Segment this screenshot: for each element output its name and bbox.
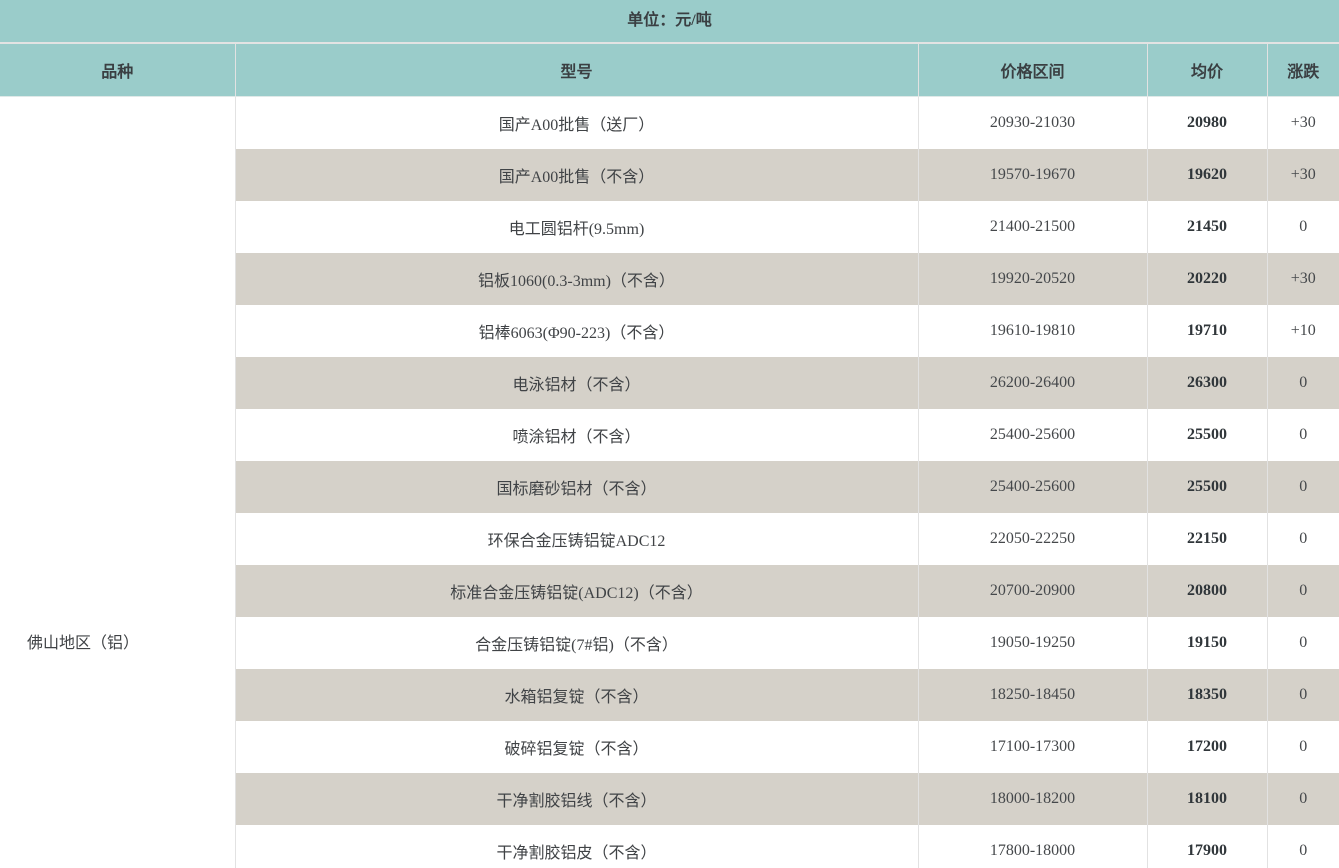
change-cell: 0	[1299, 426, 1308, 443]
model-cell: 干净割胶铝线（不含）	[235, 773, 919, 825]
model-cell: 国产A00批售（不含）	[235, 149, 919, 201]
range-cell: 22050-22250	[918, 513, 1148, 565]
avg-cell: 25500	[1147, 409, 1268, 461]
model-cell: 水箱铝复锭（不含）	[235, 669, 919, 721]
change-cell: 0	[1299, 738, 1308, 755]
table-row: 喷涂铝材（不含） 25400-25600 25500 0	[0, 409, 1339, 461]
change-cell: +30	[1290, 114, 1316, 131]
range-cell: 25400-25600	[918, 409, 1148, 461]
model-cell: 环保合金压铸铝锭ADC12	[235, 513, 919, 565]
header-row: 品种 型号 价格区间 均价 涨跌	[0, 44, 1339, 97]
table-row: 环保合金压铸铝锭ADC12 22050-22250 22150 0	[0, 513, 1339, 565]
table-row: 电工圆铝杆(9.5mm) 21400-21500 21450 0	[0, 201, 1339, 253]
model-cell: 电泳铝材（不含）	[235, 357, 919, 409]
range-cell: 19050-19250	[918, 617, 1148, 669]
table-row: 铝板1060(0.3-3mm)（不含） 19920-20520 20220 +30	[0, 253, 1339, 305]
variety-cell: 佛山地区（铝）	[0, 96, 236, 868]
range-cell: 19610-19810	[918, 305, 1148, 357]
col-header-model: 型号	[235, 44, 919, 97]
avg-cell: 17900	[1147, 825, 1268, 868]
table-row: 干净割胶铝皮（不含） 17800-18000 17900 0	[0, 825, 1339, 868]
model-cell: 破碎铝复锭（不含）	[235, 721, 919, 773]
change-cell: 0	[1267, 669, 1339, 721]
change-cell: 0	[1299, 634, 1308, 651]
change-cell: +10	[1290, 322, 1316, 339]
range-cell: 25400-25600	[918, 461, 1148, 513]
col-header-avg: 均价	[1147, 44, 1268, 97]
avg-cell: 26300	[1147, 357, 1268, 409]
avg-cell: 19710	[1147, 305, 1268, 357]
range-cell: 21400-21500	[918, 201, 1148, 253]
table-body: 佛山地区（铝） 国产A00批售（送厂） 20930-21030 20980 +30 国产A…	[0, 96, 1339, 868]
table-row: 佛山地区（铝） 国产A00批售（送厂） 20930-21030 20980 +30	[0, 96, 1339, 868]
variety-label: 佛山地区（铝）	[27, 635, 140, 652]
model-cell: 铝棒6063(Φ90-223)（不含）	[235, 305, 919, 357]
unit-bar: 单位：元/吨	[0, 0, 1339, 44]
unit-label: 单位：元/吨	[627, 12, 712, 29]
range-cell: 18000-18200	[918, 773, 1148, 825]
range-cell: 20700-20900	[918, 565, 1148, 617]
avg-cell: 18100	[1147, 773, 1268, 825]
change-cell: 0	[1267, 565, 1339, 617]
range-cell: 18250-18450	[918, 669, 1148, 721]
avg-cell: 25500	[1147, 461, 1268, 513]
avg-cell: 18350	[1147, 669, 1268, 721]
range-cell: 19570-19670	[918, 149, 1148, 201]
change-cell: +30	[1267, 253, 1339, 305]
range-cell: 17800-18000	[918, 825, 1148, 868]
range-cell: 20930-21030	[918, 96, 1148, 149]
model-cell: 国产A00批售（送厂）	[235, 96, 919, 149]
model-cell: 合金压铸铝锭(7#铝)（不含）	[235, 617, 919, 669]
range-cell: 19920-20520	[918, 253, 1148, 305]
table-row: 电泳铝材（不含） 26200-26400 26300 0	[0, 357, 1339, 409]
change-cell: 0	[1299, 842, 1308, 859]
change-cell: 0	[1299, 218, 1308, 235]
model-cell: 标准合金压铸铝锭(ADC12)（不含）	[235, 565, 919, 617]
range-cell: 17100-17300	[918, 721, 1148, 773]
table-row: 合金压铸铝锭(7#铝)（不含） 19050-19250 19150 0	[0, 617, 1339, 669]
avg-cell: 20220	[1147, 253, 1268, 305]
change-cell: 0	[1299, 530, 1308, 547]
table-row: 干净割胶铝线（不含） 18000-18200 18100 0	[0, 773, 1339, 825]
table-header: 品种 型号 价格区间 均价 涨跌	[0, 44, 1339, 97]
avg-cell: 20800	[1147, 565, 1268, 617]
model-cell: 干净割胶铝皮（不含）	[235, 825, 919, 868]
change-cell: 0	[1267, 773, 1339, 825]
avg-cell: 19620	[1147, 149, 1268, 201]
table-row: 国标磨砂铝材（不含） 25400-25600 25500 0	[0, 461, 1339, 513]
model-cell: 铝板1060(0.3-3mm)（不含）	[235, 253, 919, 305]
col-header-change: 涨跌	[1267, 44, 1339, 97]
table-row: 标准合金压铸铝锭(ADC12)（不含） 20700-20900 20800 0	[0, 565, 1339, 617]
model-cell: 电工圆铝杆(9.5mm)	[235, 201, 919, 253]
table-row: 铝棒6063(Φ90-223)（不含） 19610-19810 19710 +10	[0, 305, 1339, 357]
avg-cell: 22150	[1147, 513, 1268, 565]
change-cell: 0	[1267, 461, 1339, 513]
model-cell: 国标磨砂铝材（不含）	[235, 461, 919, 513]
avg-cell: 17200	[1147, 721, 1268, 773]
table-row: 水箱铝复锭（不含） 18250-18450 18350 0	[0, 669, 1339, 721]
table-row: 破碎铝复锭（不含） 17100-17300 17200 0	[0, 721, 1339, 773]
change-cell: +30	[1267, 149, 1339, 201]
col-header-variety: 品种	[0, 44, 236, 97]
avg-cell: 21450	[1147, 201, 1268, 253]
model-cell: 喷涂铝材（不含）	[235, 409, 919, 461]
price-table: 品种 型号 价格区间 均价 涨跌 佛山地区（铝） 国产A00批售（送厂） 20930…	[0, 44, 1339, 868]
table-row: 国产A00批售（不含） 19570-19670 19620 +30	[0, 149, 1339, 201]
avg-cell: 19150	[1147, 617, 1268, 669]
avg-cell: 20980	[1147, 96, 1268, 149]
range-cell: 26200-26400	[918, 357, 1148, 409]
change-cell: 0	[1267, 357, 1339, 409]
col-header-range: 价格区间	[918, 44, 1148, 97]
